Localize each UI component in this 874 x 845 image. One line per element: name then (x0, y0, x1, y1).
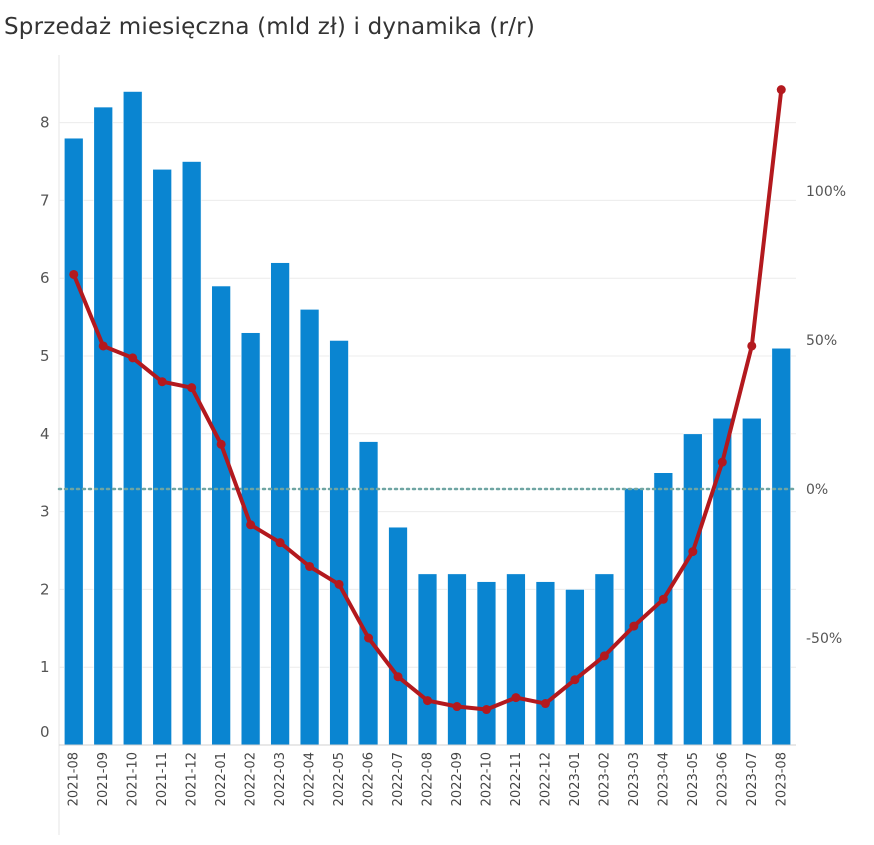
x-tick-label: 2022-09 (450, 752, 465, 806)
growth-point-2022-10 (481, 705, 491, 715)
x-tick-label: 2023-07 (745, 752, 760, 806)
growth-line (69, 85, 786, 715)
growth-point-2023-08 (776, 85, 786, 95)
bar-2023-07 (742, 417, 762, 746)
y-left-tick-label: 4 (40, 425, 50, 443)
growth-point-2022-04 (305, 561, 315, 571)
x-tick-label: 2022-04 (303, 752, 318, 806)
x-tick-label: 2022-12 (538, 752, 553, 806)
x-tick-label: 2022-11 (509, 752, 524, 806)
y-right-tick-label: -50% (806, 631, 842, 647)
growth-point-2022-05 (334, 579, 344, 589)
x-tick-label: 2023-05 (686, 752, 701, 806)
growth-point-2021-09 (98, 341, 108, 351)
x-tick-label: 2022-01 (214, 752, 229, 806)
bar-2022-11 (506, 573, 526, 746)
x-tick-label: 2022-08 (421, 752, 436, 806)
x-tick-label: 2021-10 (126, 752, 141, 806)
y-left-tick-label: 7 (40, 191, 50, 209)
bar-2023-08 (771, 347, 791, 746)
bar-2022-12 (535, 581, 556, 746)
growth-point-2021-08 (69, 269, 79, 279)
x-tick-label: 2023-06 (715, 752, 730, 806)
x-tick-label: 2021-08 (67, 752, 82, 806)
growth-point-2022-11 (511, 693, 521, 703)
bar-2022-07 (388, 526, 408, 746)
bar-2022-06 (358, 441, 379, 746)
bar-2023-04 (653, 472, 674, 746)
x-tick-label: 2023-02 (597, 752, 612, 806)
growth-point-2023-03 (629, 621, 639, 631)
y-left-tick-label: 5 (40, 347, 50, 365)
growth-point-2022-08 (423, 696, 432, 706)
bar-2022-03 (270, 262, 290, 746)
x-tick-label: 2023-08 (774, 752, 789, 806)
x-tick-label: 2022-02 (244, 752, 259, 806)
bar-2022-08 (417, 573, 438, 746)
bar-2021-12 (181, 161, 202, 746)
bar-2022-01 (211, 285, 231, 746)
y-left-tick-label: 0 (40, 723, 50, 741)
x-tick-label: 2022-10 (479, 752, 494, 806)
growth-point-2021-10 (128, 353, 138, 363)
y-left-tick-label: 1 (40, 658, 50, 676)
bar-2022-09 (447, 573, 467, 746)
growth-point-2023-04 (658, 594, 668, 604)
growth-point-2022-07 (393, 672, 403, 682)
x-tick-label: 2022-03 (273, 752, 288, 806)
bar-2022-10 (476, 581, 497, 746)
y-left-tick-label: 2 (40, 580, 50, 598)
bar-2023-03 (624, 487, 644, 746)
growth-point-2023-05 (688, 547, 698, 557)
x-tick-label: 2021-12 (185, 752, 200, 806)
growth-point-2023-01 (570, 675, 580, 685)
bar-2023-01 (565, 589, 585, 746)
y-left-tick-label: 3 (40, 503, 50, 521)
bar-2021-08 (64, 137, 84, 746)
growth-point-2023-02 (599, 651, 609, 661)
growth-point-2021-11 (157, 377, 167, 387)
x-tick-label: 2023-01 (568, 752, 583, 806)
left-axis: 0 1 2 3 4 5 6 7 8 (40, 114, 50, 741)
y-right-tick-label: 50% (806, 333, 837, 349)
bar-2022-02 (240, 332, 261, 746)
bar-2021-11 (152, 168, 172, 746)
growth-point-2022-01 (216, 439, 226, 449)
growth-point-2023-07 (747, 341, 757, 351)
x-tick-label: 2021-09 (96, 752, 111, 806)
growth-point-2022-12 (540, 699, 550, 709)
growth-point-2022-09 (452, 702, 462, 712)
x-tick-label: 2022-07 (391, 752, 406, 806)
growth-point-2022-02 (246, 520, 256, 530)
x-tick-label: 2023-03 (627, 752, 642, 806)
growth-point-2022-03 (275, 538, 285, 548)
growth-point-2021-12 (187, 383, 197, 393)
x-tick-label: 2023-04 (656, 752, 671, 806)
x-tick-label: 2022-06 (362, 752, 377, 806)
y-right-tick-label: 0% (806, 482, 828, 498)
bar-2022-05 (329, 340, 349, 746)
bars (64, 91, 791, 746)
bar-2022-04 (299, 309, 320, 746)
right-axis: -50% 0% 50% 100% (806, 184, 846, 647)
y-left-tick-label: 8 (40, 114, 50, 132)
chart-title: Sprzedaż miesięczna (mld zł) i dynamika … (4, 14, 536, 40)
x-tick-label: 2022-05 (332, 752, 347, 806)
growth-point-2023-06 (717, 457, 727, 467)
bar-2021-10 (122, 91, 143, 746)
y-left-tick-label: 6 (40, 269, 50, 287)
x-tick-label: 2021-11 (155, 752, 170, 806)
y-right-tick-label: 100% (806, 184, 846, 200)
x-axis: 2021-08 2021-09 2021-10 2021-11 2021-12 2022-… (59, 744, 796, 806)
bar-2023-05 (683, 433, 703, 746)
bar-2021-09 (93, 106, 113, 746)
growth-point-2022-06 (364, 633, 374, 643)
